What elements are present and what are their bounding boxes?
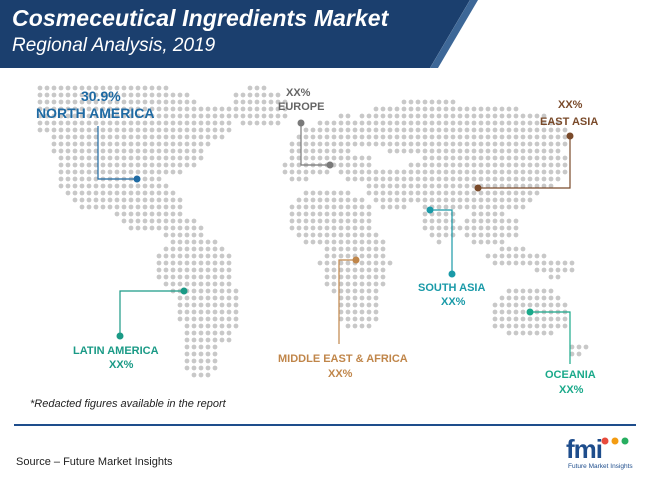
fmi-logo: fmi Future Market Insights [566, 434, 642, 478]
europe-marker [326, 161, 334, 169]
header-background [0, 0, 650, 68]
source-text: Source – Future Market Insights [16, 456, 173, 468]
europe-value: XX% [286, 87, 311, 99]
redaction-note: *Redacted figures available in the repor… [30, 398, 226, 410]
north-america-value: 30.9% [81, 88, 121, 104]
logo-wordmark: fmi [566, 434, 603, 464]
oceania-leader [530, 311, 571, 364]
oceania-label: OCEANIA [545, 369, 596, 381]
mea-marker [352, 256, 360, 264]
latin-america-label: LATIN AMERICA [73, 345, 159, 357]
logo-dots-icon [601, 437, 629, 445]
mea-value: XX% [328, 368, 353, 380]
latin-america-marker-bottom [116, 332, 124, 340]
oceania-value: XX% [559, 384, 584, 396]
europe-label: EUROPE [278, 101, 325, 113]
south-asia-marker-bottom [448, 270, 456, 278]
latin-america-leader [119, 290, 184, 336]
east-asia-leader [478, 136, 571, 189]
mea-leader [338, 259, 356, 344]
south-asia-value: XX% [441, 296, 466, 308]
europe-leader [300, 123, 330, 166]
north-america-label: NORTH AMERICA [36, 105, 155, 121]
south-asia-leader [430, 209, 453, 274]
oceania-marker [526, 308, 534, 316]
leader-lines [97, 119, 574, 364]
page-subtitle: Regional Analysis, 2019 [12, 35, 216, 56]
map-dots [37, 85, 589, 378]
logo-subtext: Future Market Insights [568, 463, 633, 470]
north-america-leader [97, 126, 137, 180]
latin-america-value: XX% [109, 359, 134, 371]
east-asia-marker [474, 184, 482, 192]
latin-america-marker [180, 287, 188, 295]
east-asia-label: EAST ASIA [540, 116, 599, 128]
world-dot-map [37, 85, 589, 378]
header-banner: Cosmeceutical Ingredients Market Regiona… [0, 0, 650, 68]
north-america-marker [133, 175, 141, 183]
south-asia-label: SOUTH ASIA [418, 282, 486, 294]
europe-marker-top [297, 119, 305, 127]
south-asia-marker [426, 206, 434, 214]
mea-label: MIDDLE EAST & AFRICA [278, 353, 408, 365]
page-title: Cosmeceutical Ingredients Market [12, 5, 389, 31]
east-asia-marker-top [566, 132, 574, 140]
east-asia-value: XX% [558, 99, 583, 111]
footer-divider [14, 424, 636, 426]
